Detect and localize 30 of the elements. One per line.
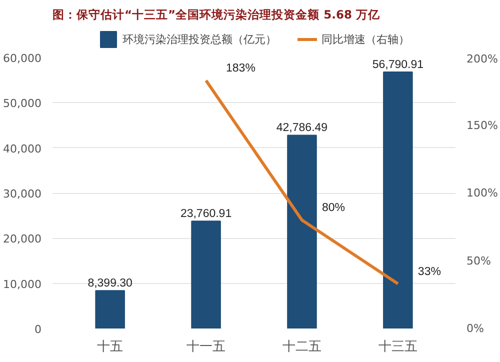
chart-title: 图：保守估计“十三五”全国环境污染治理投资金额 5.68 万亿 <box>52 8 381 22</box>
data-label: 8,399.30 <box>88 278 132 290</box>
bar <box>191 220 221 328</box>
data-label: 33% <box>418 266 441 278</box>
y-tick-label: 30,000 <box>3 188 42 200</box>
legend-label: 同比增速（右轴） <box>322 32 410 46</box>
y-tick-label: 60,000 <box>3 52 42 65</box>
data-label: 56,790.91 <box>372 58 424 71</box>
data-label: 42,786.49 <box>276 122 328 134</box>
y-tick-label: 0 <box>34 323 42 336</box>
bar <box>95 290 125 328</box>
y2-tick-label: 50% <box>466 254 491 268</box>
data-label: 80% <box>322 202 346 214</box>
legend-label: 环境污染治理投资总额（亿元） <box>122 32 276 46</box>
x-tick-label: 十一五 <box>186 340 226 354</box>
y2-tick-label: 0% <box>466 322 484 335</box>
data-label: 183% <box>226 62 256 75</box>
data-label: 23,760.91 <box>180 208 232 220</box>
y2-tick-label: 200% <box>466 52 498 66</box>
x-tick-label: 十五 <box>97 340 124 354</box>
y-tick-label: 20,000 <box>3 232 42 246</box>
y2-tick-label: 150% <box>466 118 498 132</box>
x-tick-label: 十二五 <box>282 340 322 354</box>
bar <box>383 71 413 328</box>
y-tick-label: 50,000 <box>3 97 42 110</box>
y-tick-label: 10,000 <box>3 278 42 291</box>
bar <box>287 134 317 328</box>
x-tick-label: 十三五 <box>378 340 418 354</box>
y2-tick-label: 100% <box>466 186 498 200</box>
y-tick-label: 40,000 <box>3 142 42 156</box>
